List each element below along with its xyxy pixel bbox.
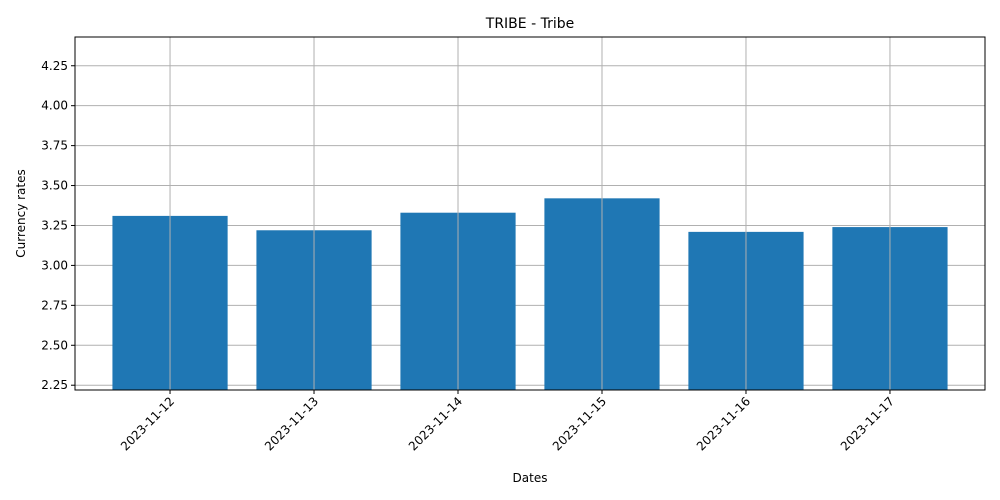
y-tick-label: 3.75: [41, 139, 68, 153]
x-tick-label: 2023-11-16: [694, 394, 753, 453]
x-tick-label: 2023-11-14: [406, 394, 465, 453]
bars: [112, 198, 948, 390]
y-tick-label: 3.50: [41, 179, 68, 193]
y-tick-label: 3.00: [41, 258, 68, 272]
x-tick-label: 2023-11-17: [838, 394, 897, 453]
y-axis-title: Currency rates: [14, 169, 28, 258]
y-tick-label: 2.50: [41, 338, 68, 352]
y-tick-label: 3.25: [41, 218, 68, 232]
y-axis-ticks: 2.25 2.50 2.75 3.00 3.25 3.50 3.75 4.00 4.25: [41, 59, 75, 392]
x-tick-label: 2023-11-15: [550, 394, 609, 453]
chart-title: TRIBE - Tribe: [485, 16, 574, 32]
x-tick-label: 2023-11-12: [118, 394, 177, 453]
vertical-grid: [169, 37, 891, 390]
x-axis-ticks: 2023-11-12 2023-11-13 2023-11-14 2023-11-15…: [118, 390, 897, 453]
y-tick-label: 4.00: [41, 99, 68, 113]
y-tick-label: 2.25: [41, 378, 68, 392]
y-tick-label: 4.25: [41, 59, 68, 73]
plot-frame: [74, 36, 986, 391]
x-tick-label: 2023-11-13: [262, 394, 321, 453]
y-tick-label: 2.75: [41, 298, 68, 312]
x-axis-title: Dates: [513, 471, 548, 485]
